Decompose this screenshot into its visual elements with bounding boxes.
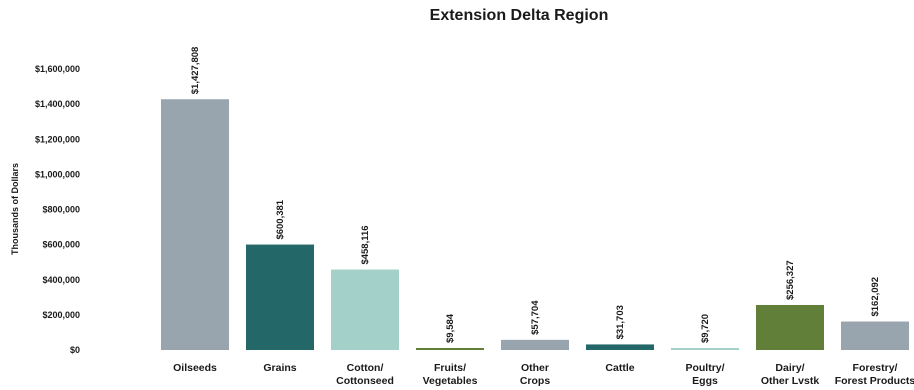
y-tick-label: $1,400,000: [35, 99, 80, 109]
bar: [756, 304, 824, 350]
y-axis-ticks: $0 $200,000 $400,000 $600,000 $800,000 $1,000…: [35, 64, 80, 355]
bar: [586, 344, 654, 350]
x-tick-label: Fruits/: [434, 362, 466, 374]
data-label: $9,584: [445, 313, 456, 343]
x-tick-label: Eggs: [692, 375, 718, 387]
x-tick-label: Forest Products: [835, 375, 914, 387]
data-label: $162,092: [870, 277, 881, 317]
y-tick-label: $400,000: [42, 275, 80, 285]
x-axis-ticks: Oilseeds Grains Cotton/Cottonseed Fruits/Ve…: [173, 362, 914, 387]
bar: [416, 348, 484, 350]
x-tick-label: Oilseeds: [173, 362, 217, 374]
x-tick-label: Vegetables: [423, 375, 478, 387]
x-tick-label: Cotton/: [347, 362, 384, 374]
y-axis-label: Thousands of Dollars: [10, 163, 20, 255]
x-tick-label: Forestry/: [853, 362, 898, 374]
y-tick-label: $200,000: [42, 310, 80, 320]
y-tick-label: $1,000,000: [35, 169, 80, 179]
y-tick-label: $600,000: [42, 240, 80, 250]
chart-title: Extension Delta Region: [430, 7, 609, 24]
y-tick-label: $1,200,000: [35, 134, 80, 144]
data-labels: $1,427,808 $600,381 $458,116 $9,584 $57,704 $…: [190, 47, 881, 343]
bar: [331, 269, 399, 350]
bar: [671, 348, 739, 350]
y-tick-label: $0: [70, 345, 80, 355]
x-tick-label: Dairy/: [775, 362, 804, 374]
x-tick-label: Grains: [263, 362, 296, 374]
x-tick-label: Poultry/: [685, 362, 724, 374]
data-label: $1,427,808: [190, 47, 201, 95]
bar: [841, 321, 909, 350]
data-label: $9,720: [700, 314, 711, 343]
x-tick-label: Other: [521, 362, 549, 374]
data-label: $57,704: [530, 300, 541, 335]
x-tick-label: Other Lvstk: [761, 375, 820, 387]
data-label: $458,116: [360, 225, 371, 264]
bar: [501, 339, 569, 350]
y-tick-label: $1,600,000: [35, 64, 80, 74]
x-tick-label: Crops: [520, 375, 550, 387]
data-label: $600,381: [275, 199, 286, 239]
y-tick-label: $800,000: [42, 205, 80, 215]
bars: [161, 99, 909, 351]
bar: [246, 244, 314, 350]
x-tick-label: Cottonseed: [336, 375, 394, 387]
data-label: $31,703: [615, 305, 626, 339]
data-label: $256,327: [785, 260, 796, 300]
bar: [161, 99, 229, 351]
x-tick-label: Cattle: [605, 362, 634, 374]
